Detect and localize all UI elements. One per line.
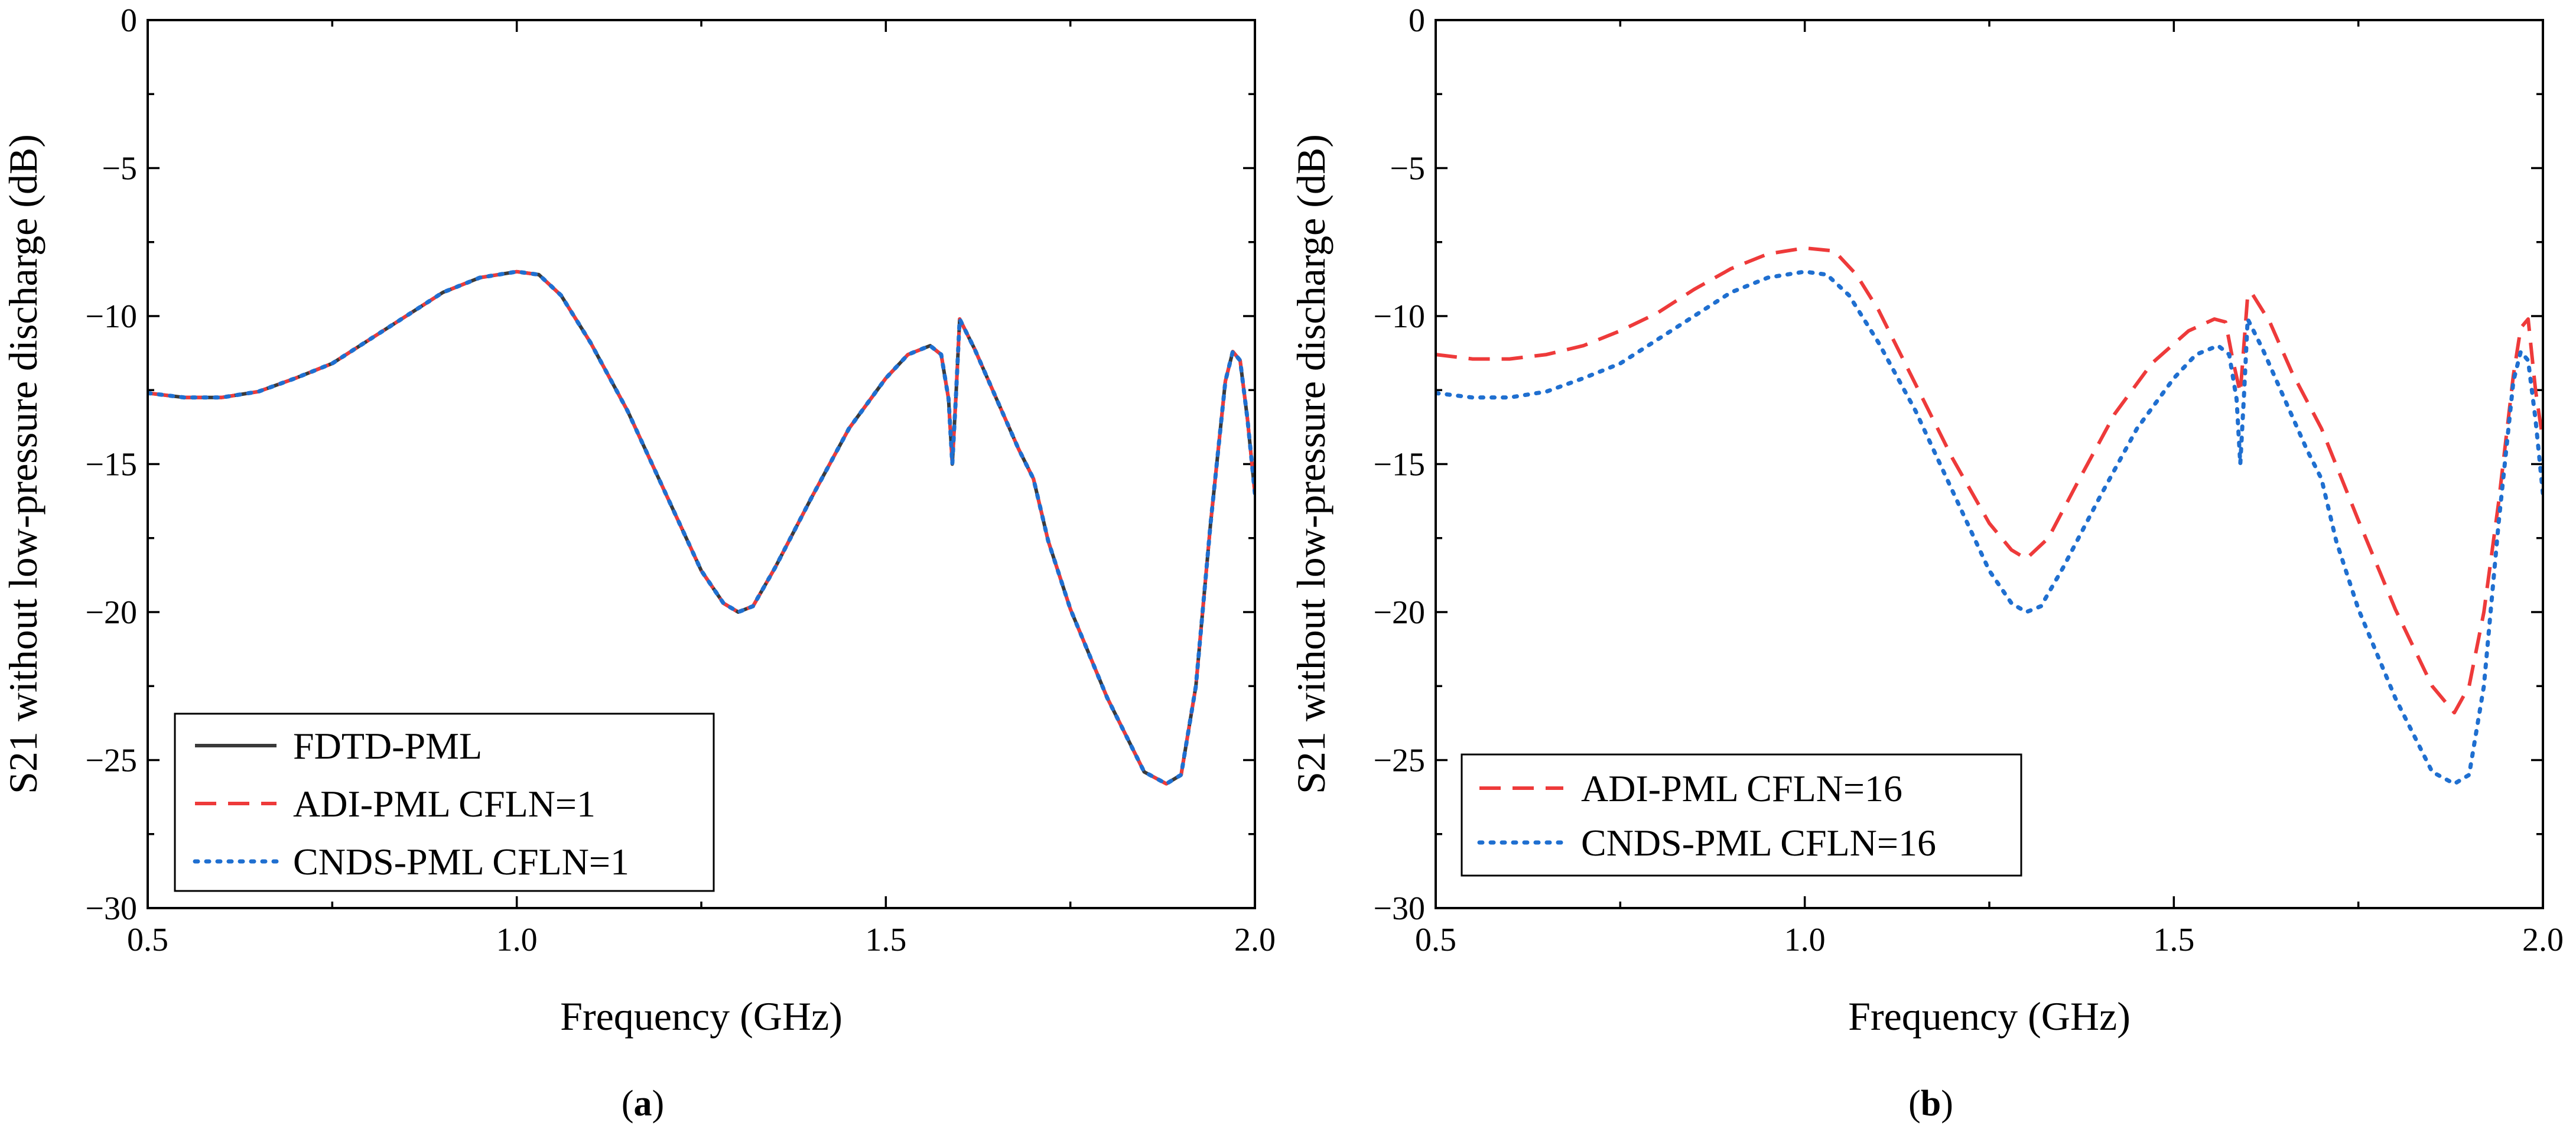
x-tick-label: 1.5 [865, 922, 906, 958]
x-axis-label: Frequency (GHz) [560, 994, 843, 1039]
y-tick-label: −25 [1373, 743, 1425, 779]
y-tick-label: −30 [85, 890, 137, 927]
y-axis-label: S21 without low-pressure discharge (dB) [1289, 134, 1333, 794]
series-line-adi-pml-cfln-16 [1436, 246, 2543, 715]
legend-box [1461, 753, 2022, 877]
y-tick-label: 0 [121, 2, 137, 39]
caption-letter: a [634, 1084, 652, 1124]
legend-label: FDTD-PML [293, 725, 482, 767]
legend-label: ADI-PML CFLN=16 [1581, 767, 1902, 809]
caption-open-paren: ( [622, 1084, 634, 1124]
caption-close-paren: ) [1941, 1084, 1953, 1124]
x-tick-label: 2.0 [2522, 922, 2564, 958]
series-line-cnds-pml-cfln-1 [148, 269, 1255, 786]
y-axis-label: S21 without low-pressure discharge (dB) [1, 134, 45, 794]
legend-label: CNDS-PML CFLN=16 [1581, 822, 1936, 864]
y-tick-label: −10 [85, 298, 137, 335]
x-tick-label: 1.0 [496, 922, 538, 958]
plot-frame [147, 19, 1256, 909]
caption-open-paren: ( [1908, 1084, 1921, 1124]
chart-panel-a: 0 −5 −10 −15 −20 −25 −300.5 1.0 1.5 2.0 FDTD-PML AD… [1, 2, 1276, 1124]
panel-caption: (b) [1908, 1084, 1953, 1124]
series-line-cnds-pml-cfln-16 [1436, 269, 2543, 786]
plot-frame [1435, 19, 2544, 909]
y-tick-label: −15 [1373, 447, 1425, 483]
caption-close-paren: ) [652, 1084, 665, 1124]
panel-caption: (a) [622, 1084, 664, 1124]
chart-panel-b: 0 −5 −10 −15 −20 −25 −300.5 1.0 1.5 2.0 ADI-PML CF… [1289, 2, 2564, 1124]
y-tick-label: −30 [1373, 890, 1425, 927]
x-axis-label: Frequency (GHz) [1848, 994, 2131, 1039]
caption-letter: b [1921, 1084, 1941, 1124]
y-tick-label: −15 [85, 447, 137, 483]
y-tick-label: −20 [1373, 594, 1425, 631]
legend: FDTD-PML ADI-PML CFLN=1 CNDS-PML CFLN=1 [174, 713, 715, 892]
x-tick-label: 0.5 [127, 922, 168, 958]
x-tick-label: 0.5 [1415, 922, 1456, 958]
y-tick-label: −5 [1390, 151, 1425, 187]
x-tick-label: 1.5 [2153, 922, 2194, 958]
x-tick-label: 1.0 [1784, 922, 1826, 958]
y-tick-label: −20 [85, 594, 137, 631]
legend-label: ADI-PML CFLN=1 [293, 783, 596, 825]
y-tick-label: −5 [102, 151, 137, 187]
x-tick-label: 2.0 [1234, 922, 1276, 958]
legend: ADI-PML CFLN=16 CNDS-PML CFLN=16 [1461, 753, 2022, 877]
y-tick-label: 0 [1409, 2, 1425, 39]
y-tick-label: −25 [85, 743, 137, 779]
legend-label: CNDS-PML CFLN=1 [293, 841, 629, 883]
y-tick-label: −10 [1373, 298, 1425, 335]
